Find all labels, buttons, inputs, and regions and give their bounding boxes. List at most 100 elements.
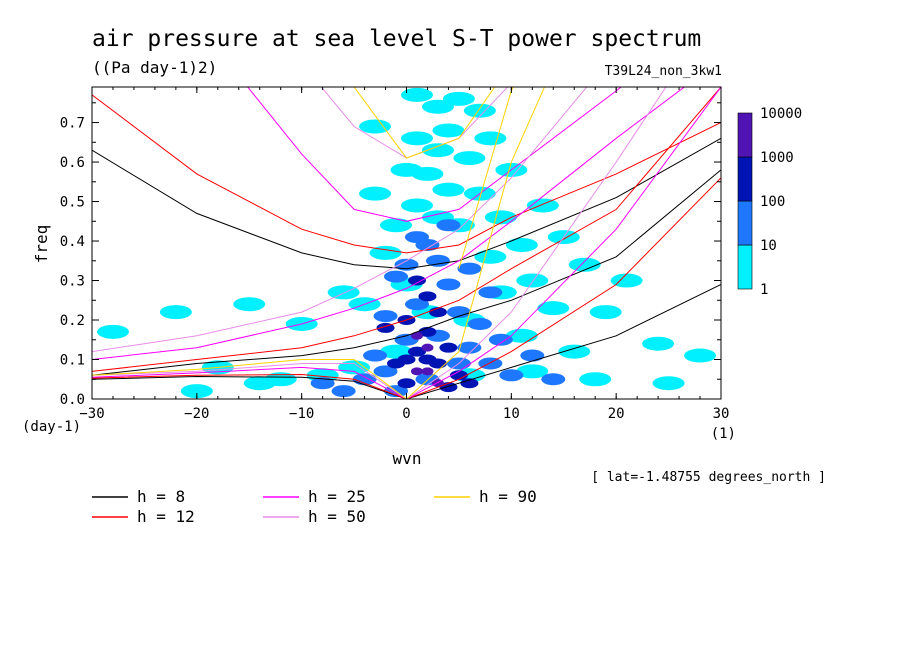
dispersion-curve-eig_plus bbox=[92, 177, 721, 399]
contour-cell bbox=[397, 378, 416, 389]
contour-cell bbox=[568, 257, 601, 272]
x-tick-label: 20 bbox=[608, 406, 625, 422]
contour-cell bbox=[397, 354, 416, 365]
contour-cell bbox=[418, 291, 437, 302]
legend-entry: h = 50 bbox=[308, 507, 366, 526]
contour-cell bbox=[407, 275, 426, 286]
dispersion-curve-eig_plus bbox=[92, 87, 721, 399]
contour-cell bbox=[407, 346, 426, 357]
dispersion-curve-kelvin bbox=[92, 169, 721, 376]
dispersion-curve-eig_plus bbox=[92, 87, 667, 399]
colorbar-swatch bbox=[737, 156, 753, 202]
y-tick-label: 0.6 bbox=[60, 155, 85, 171]
y-axis-label: freq bbox=[32, 225, 51, 264]
contour-cell bbox=[478, 357, 503, 370]
contour-cell bbox=[558, 344, 591, 359]
contour-cell bbox=[457, 262, 482, 275]
dispersion-curve-eig_minus bbox=[353, 87, 496, 159]
colorbar-label: 100 bbox=[760, 194, 785, 210]
x-axis-unit: (1) bbox=[711, 426, 736, 442]
dispersion-curve-kelvin bbox=[92, 87, 686, 360]
colorbar-swatch bbox=[737, 200, 753, 246]
contour-cell bbox=[505, 237, 538, 252]
legend-entry: h = 8 bbox=[137, 487, 185, 506]
colorbar-label: 1000 bbox=[760, 150, 794, 166]
contour-cell bbox=[589, 305, 622, 320]
contour-cell bbox=[537, 301, 570, 316]
contour-cell bbox=[327, 285, 360, 300]
contour-cell bbox=[467, 317, 492, 330]
contour-cell bbox=[310, 377, 335, 390]
contour-cell bbox=[442, 91, 475, 106]
x-tick-label: −10 bbox=[289, 406, 314, 422]
contour-cell bbox=[411, 166, 444, 181]
contour-cell bbox=[369, 245, 402, 260]
contour-cell bbox=[363, 349, 388, 362]
legend: h = 8h = 12 h = 25h = 50 h = 90 bbox=[92, 487, 537, 526]
contour-cell bbox=[520, 349, 545, 362]
contour-cell bbox=[359, 119, 392, 134]
y-tick-label: 0.2 bbox=[60, 313, 85, 329]
contour-cell bbox=[159, 305, 192, 320]
colorbar-swatch bbox=[737, 244, 753, 290]
contour-cell bbox=[474, 131, 507, 146]
contour-cell bbox=[421, 367, 434, 376]
y-tick-label: 0.3 bbox=[60, 274, 85, 290]
contour-cell bbox=[410, 331, 423, 340]
legend-entry: h = 25 bbox=[308, 487, 366, 506]
contour-cell bbox=[96, 324, 129, 339]
contour-cell bbox=[331, 385, 356, 398]
y-tick-label: 0.5 bbox=[60, 195, 85, 211]
x-tick-label: −30 bbox=[79, 406, 104, 422]
contour-cell bbox=[610, 273, 643, 288]
y-axis-unit: (day-1) bbox=[22, 419, 81, 435]
dispersion-curve-eig_minus bbox=[92, 94, 721, 254]
x-tick-label: 30 bbox=[713, 406, 730, 422]
y-tick-label: 0.1 bbox=[60, 353, 85, 369]
chart-title: air pressure at sea level S-T power spec… bbox=[92, 26, 701, 52]
contour-cell bbox=[243, 376, 276, 391]
y-tick-label: 0.0 bbox=[60, 392, 85, 408]
contour-cell bbox=[359, 186, 392, 201]
contour-cell bbox=[400, 131, 433, 146]
contour-cell bbox=[460, 378, 479, 389]
x-tick-label: 10 bbox=[503, 406, 520, 422]
contour-cell bbox=[541, 373, 566, 386]
contour-cell bbox=[421, 143, 454, 158]
contour-cell bbox=[499, 369, 524, 382]
legend-entry: h = 12 bbox=[137, 507, 195, 526]
contour-cell bbox=[453, 151, 486, 166]
contour-cell bbox=[579, 372, 612, 387]
y-tick-label: 0.4 bbox=[60, 234, 85, 250]
contour-cell bbox=[436, 219, 461, 232]
colorbar-label: 1 bbox=[760, 282, 768, 298]
y-tick-label: 0.7 bbox=[60, 116, 85, 132]
x-axis: −30 −20 −10 0 10 20 30 bbox=[79, 87, 729, 422]
contour-cell bbox=[400, 87, 433, 102]
contour-cell bbox=[642, 336, 675, 351]
contour-cell bbox=[384, 270, 409, 283]
colorbar-label: 10 bbox=[760, 238, 777, 254]
dispersion-curve-eig_plus bbox=[92, 87, 546, 399]
contour-cell bbox=[478, 286, 503, 299]
dispersion-curves bbox=[92, 87, 721, 399]
colorbar-label: 10000 bbox=[760, 106, 802, 122]
contour-cell bbox=[180, 384, 213, 399]
contour-cell bbox=[432, 123, 465, 138]
x-axis-label: wvn bbox=[393, 449, 422, 468]
power-contours bbox=[96, 87, 717, 399]
x-tick-label: 0 bbox=[402, 406, 410, 422]
contour-cell bbox=[421, 343, 434, 352]
contour-cell bbox=[400, 198, 433, 213]
contour-cell bbox=[446, 306, 471, 319]
dispersion-curve-eig_minus bbox=[247, 87, 622, 222]
colorbar: 1 10 100 1000 10000 bbox=[737, 106, 802, 298]
contour-cell bbox=[474, 249, 507, 264]
contour-cell bbox=[526, 198, 559, 213]
contour-cell bbox=[449, 370, 468, 381]
contour-cell bbox=[233, 297, 266, 312]
contour-cell bbox=[415, 238, 440, 251]
dispersion-curve-kelvin bbox=[92, 87, 588, 353]
chart-units: ((Pa day-1)2) bbox=[92, 58, 217, 77]
